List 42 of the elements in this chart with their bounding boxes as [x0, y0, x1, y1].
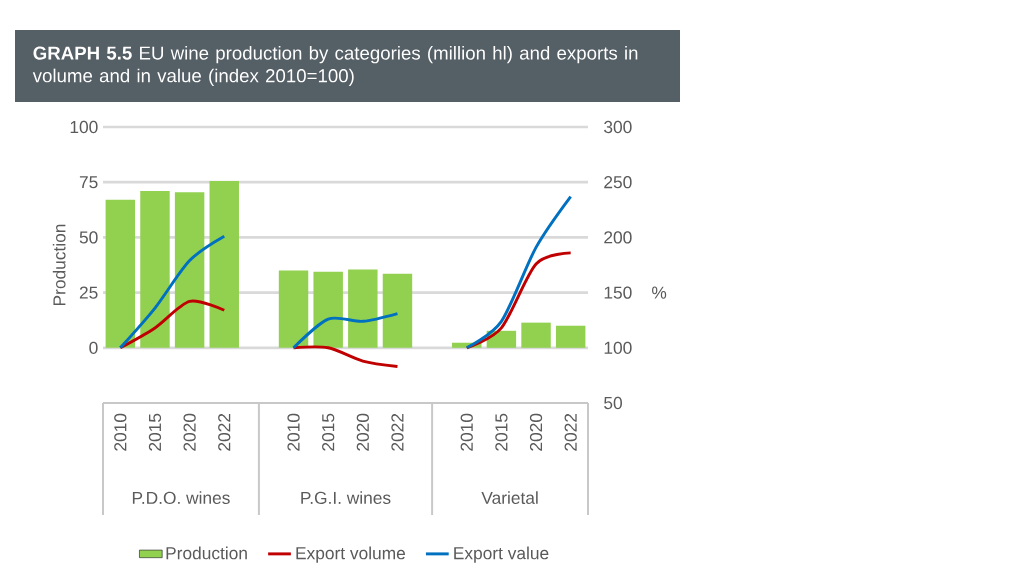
y-tick-label: 50	[79, 231, 98, 244]
y-axis-title: Production	[52, 224, 66, 306]
x-tick-label: 2015	[148, 413, 162, 451]
bar	[348, 269, 378, 348]
text: P.D.O. wines	[132, 491, 230, 505]
x-tick-label: 2010	[114, 413, 127, 451]
y2-tick-label: 300	[604, 120, 632, 134]
bar	[555, 325, 586, 348]
y2-tick-label: 150	[604, 286, 632, 299]
y2-tick-label: 50	[604, 396, 622, 410]
text: Varietal	[481, 491, 538, 505]
bar	[382, 273, 413, 348]
legend-label: Export value	[454, 546, 549, 563]
bar	[521, 322, 551, 348]
y2-tick-label: 200	[604, 231, 632, 244]
bar	[105, 199, 136, 348]
x-tick-label: 2020	[529, 413, 543, 451]
x-tick-label: 2022	[391, 413, 404, 451]
chart-title: GRAPH 5.5 EU wine production by categories (million hl) and exports in volume and in value (index 2010=100)	[32, 45, 638, 87]
text: P.G.I. wines	[301, 491, 391, 505]
legend-label: Export volume	[296, 546, 405, 563]
y-tick-label: 25	[79, 286, 98, 299]
x-tick-label: 2020	[356, 413, 369, 451]
x-tick-label: 2015	[322, 413, 335, 451]
y-tick-label: 0	[89, 341, 98, 354]
bar	[278, 270, 309, 348]
x-tick-label: 2015	[495, 413, 508, 451]
x-tick-label: 2022	[564, 413, 577, 451]
y2-axis-title: %	[652, 286, 667, 299]
bar	[209, 181, 239, 348]
bar	[140, 191, 170, 348]
y-tick-label: 100	[70, 120, 98, 134]
y2-tick-label: 100	[604, 341, 632, 354]
y2-tick-label: 250	[604, 176, 632, 189]
x-tick-label: 2010	[460, 413, 473, 451]
x-tick-label: 2022	[218, 413, 231, 451]
x-tick-label: 2010	[287, 413, 300, 451]
bar	[313, 271, 343, 348]
y-tick-label: 75	[79, 176, 98, 189]
x-tick-label: 2020	[183, 413, 196, 451]
bar	[174, 192, 205, 348]
legend-label: Production	[166, 546, 247, 560]
